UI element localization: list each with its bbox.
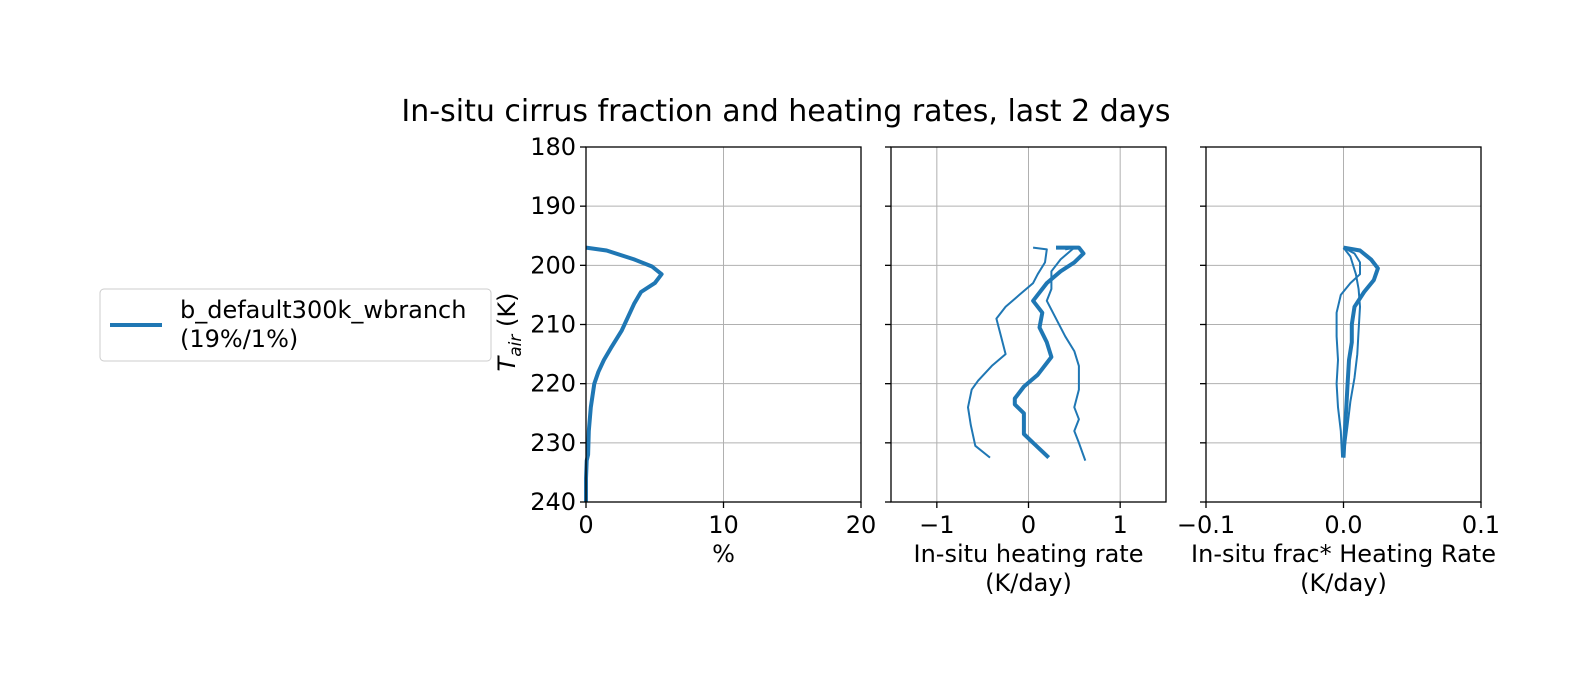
y-tick-label: 190 [530,192,576,220]
y-tick-label: 200 [530,251,576,279]
x-axis-label: In-situ frac* Heating Rate [1191,540,1496,568]
panel-heating-rate: −1 0 1In-situ heating rate(K/day) [885,146,1167,597]
x-axis-label: % [712,540,735,568]
panel-frac-heating-rate: −0.1 0.0 0.1In-situ frac* Heating Rate(K/d… [1177,146,1500,597]
panel-cirrus-fraction: 0 10 20 180 190 200 210 220 230 240% [530,133,876,568]
x-axis-label-units: (K/day) [985,569,1072,597]
x-axis-label-units: (K/day) [1300,569,1387,597]
x-tick-label: 1 [1113,511,1128,539]
legend-label-line1: b_default300k_wbranch [180,296,466,324]
legend-label-line2: (19%/1%) [180,325,298,353]
series-line-thin [967,246,1048,459]
y-tick-label: 180 [530,133,576,161]
x-tick-label: −1 [919,511,954,539]
x-tick-label: 20 [846,511,877,539]
y-tick-label: 210 [530,311,576,339]
legend: b_default300k_wbranch (19%/1%) [99,288,492,362]
y-tick-label: 230 [530,429,576,457]
x-tick-label: −0.1 [1177,511,1235,539]
x-axis-label: In-situ heating rate [914,540,1144,568]
x-tick-label: 10 [708,511,739,539]
y-axis-label: Tair (K) [493,293,526,372]
x-tick-label: 0.0 [1324,511,1362,539]
series-line-thick [1012,245,1086,460]
series-line-thin [1342,246,1361,458]
series-line-thick [1341,245,1380,458]
x-tick-label: 0.1 [1462,511,1500,539]
figure-title: In-situ cirrus fraction and heating rate… [401,94,1170,129]
x-tick-label: 0 [578,511,593,539]
x-tick-label: 0 [1021,511,1036,539]
legend-box [99,288,492,362]
series-line-thin [1045,246,1087,461]
series-line-thin [1335,246,1361,458]
series-line-thick [584,245,664,502]
y-tick-label: 240 [530,488,576,516]
y-tick-label: 220 [530,370,576,398]
